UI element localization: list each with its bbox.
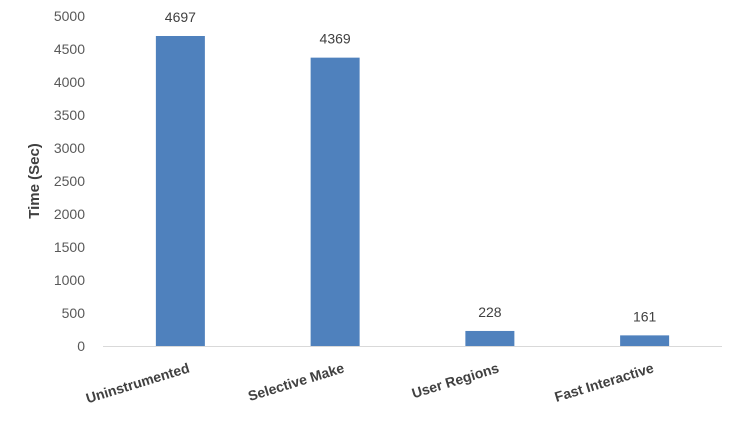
y-tick-label: 3500: [54, 107, 85, 123]
data-label: 4369: [320, 31, 351, 47]
bars: [155, 35, 670, 347]
y-tick-label: 2500: [54, 173, 85, 189]
y-tick-label: 2000: [54, 206, 85, 222]
bar: [310, 57, 360, 347]
x-axis-ticks: Uninstrumented Selective Make User Regions…: [84, 360, 656, 407]
y-tick-label: 500: [62, 305, 86, 321]
y-tick-label: 1000: [54, 272, 85, 288]
y-tick-label: 1500: [54, 239, 85, 255]
data-labels: 4697 4369 228 161: [165, 9, 657, 324]
bar: [155, 35, 205, 347]
y-tick-label: 5000: [54, 8, 85, 24]
x-tick-label: Selective Make: [246, 360, 346, 404]
y-tick-label: 0: [77, 338, 85, 354]
y-tick-label: 4000: [54, 74, 85, 90]
bar: [620, 335, 670, 346]
data-label: 228: [478, 304, 502, 320]
y-tick-label: 4500: [54, 41, 85, 57]
y-tick-label: 3000: [54, 140, 85, 156]
y-axis-ticks: 0 500 1000 1500 2000 2500 3000 3500 4000 4500 5000: [54, 8, 85, 354]
bar: [465, 330, 515, 346]
x-tick-label: Fast Interactive: [553, 360, 656, 405]
x-tick-label: User Regions: [410, 360, 501, 402]
x-tick-label: Uninstrumented: [84, 360, 191, 407]
data-label: 161: [633, 308, 657, 324]
data-label: 4697: [165, 9, 196, 25]
y-axis-label: Time (Sec): [26, 143, 43, 219]
